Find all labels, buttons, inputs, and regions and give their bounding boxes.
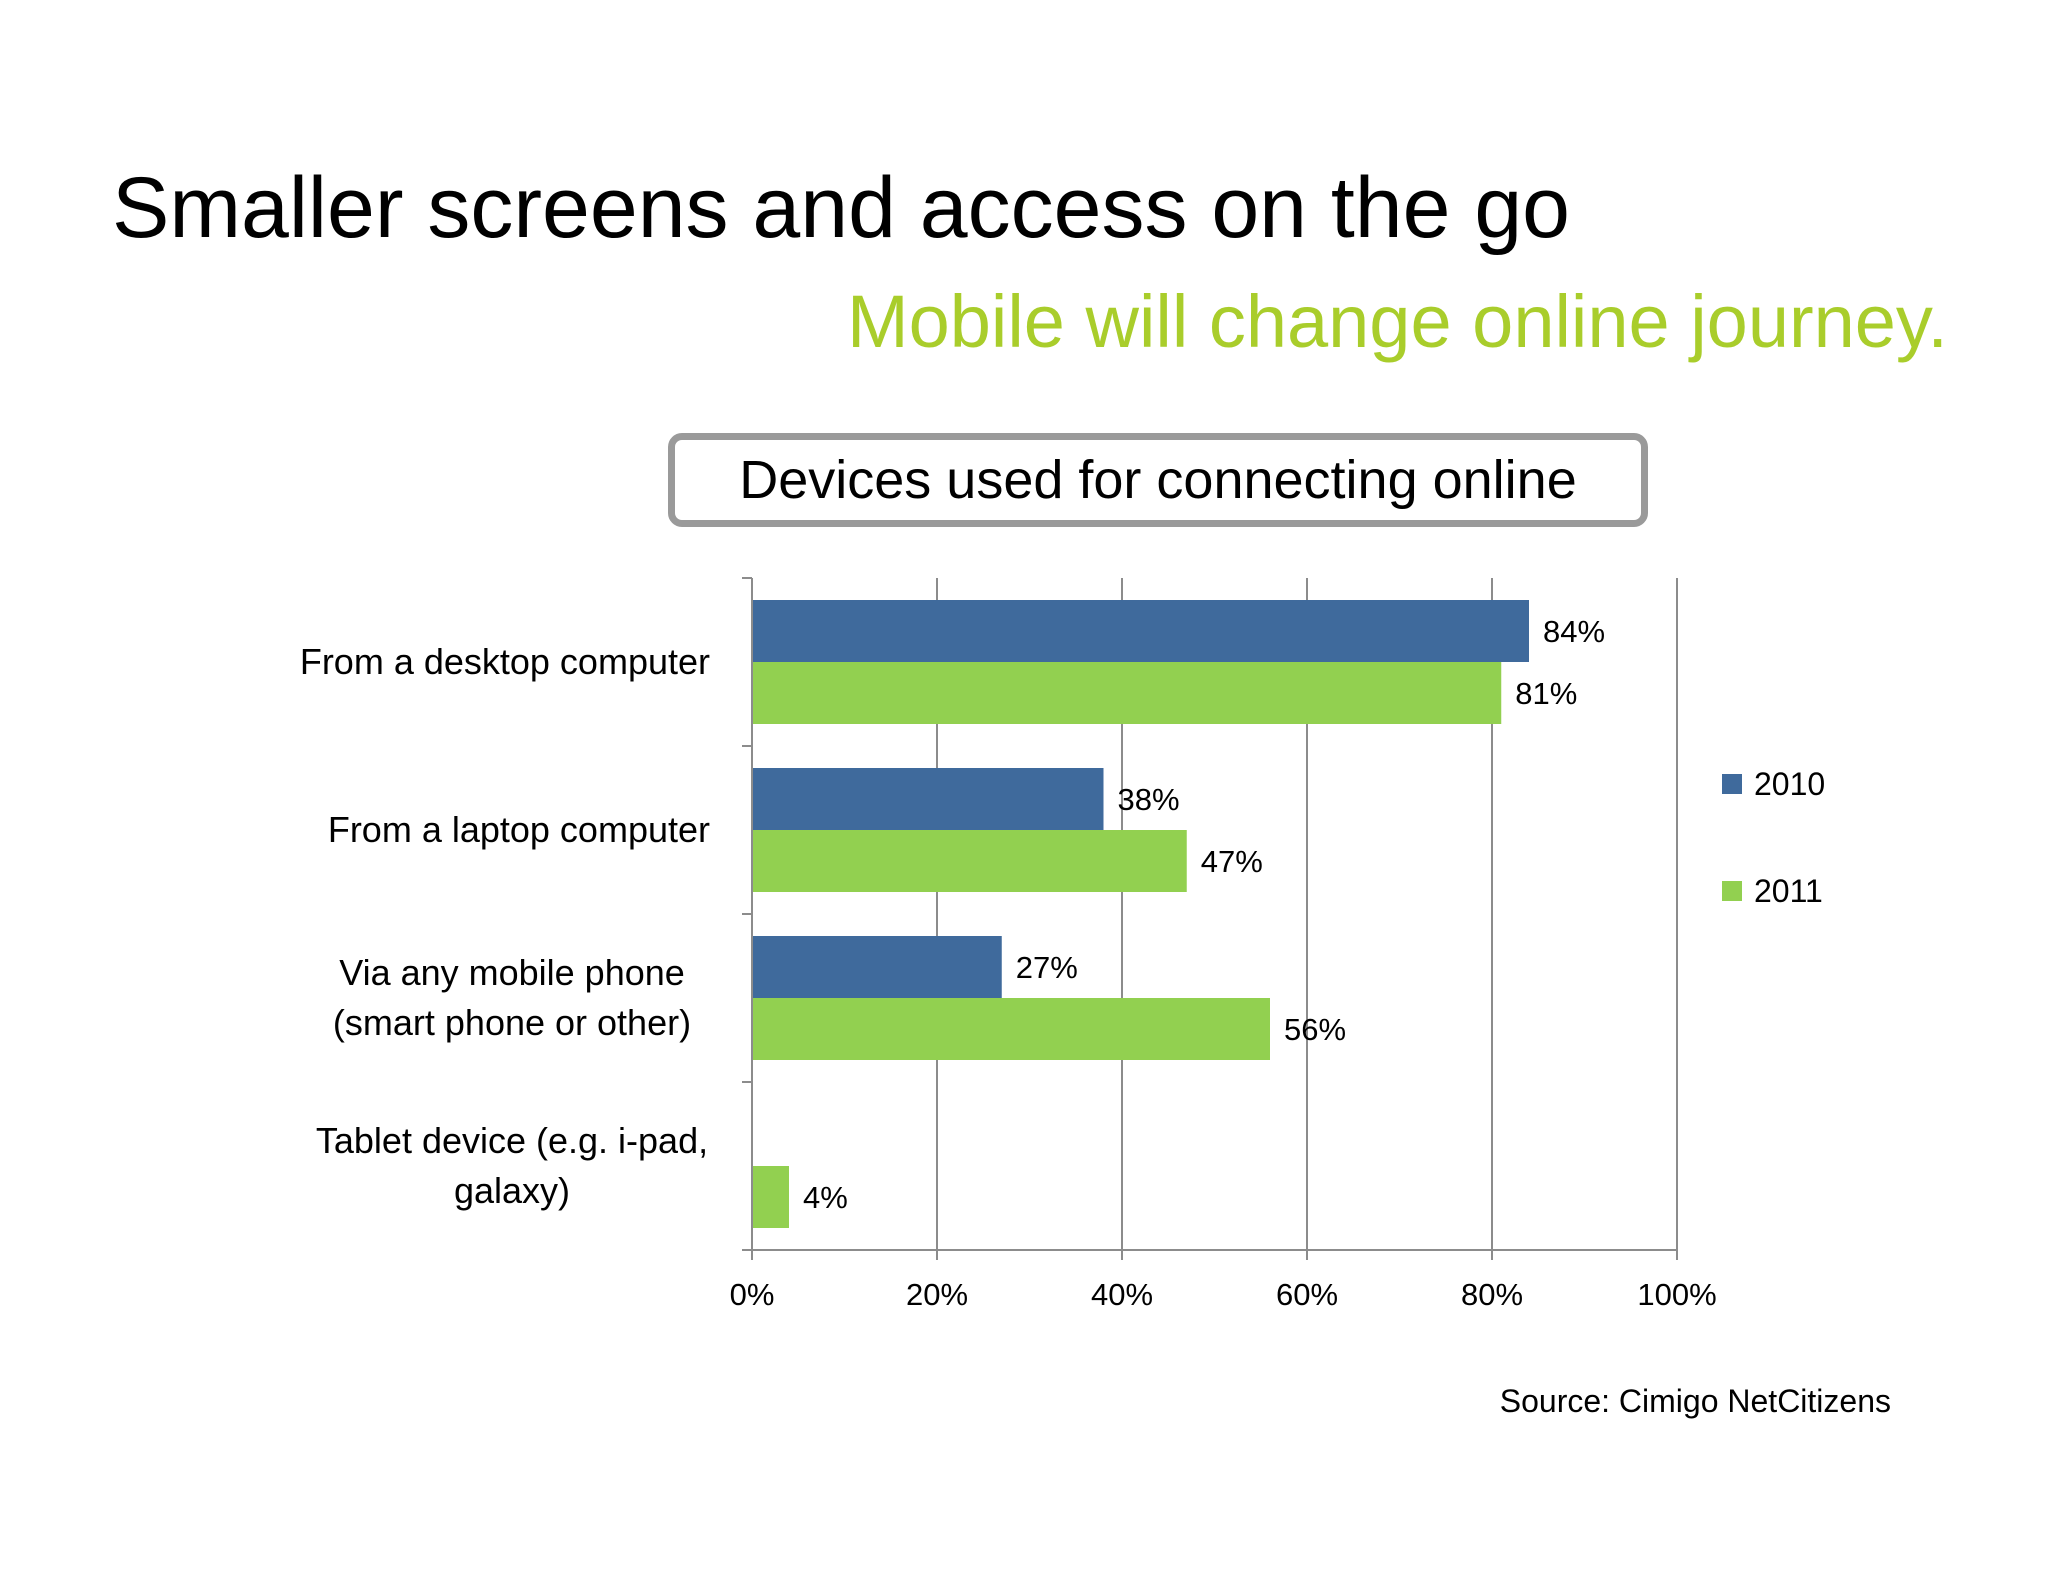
data-label-2010-2: 27% — [1016, 950, 1078, 985]
bar-2011-2 — [752, 998, 1270, 1060]
x-tick-label: 0% — [730, 1277, 775, 1312]
bar-2010-1 — [752, 768, 1104, 830]
bar-2010-2 — [752, 936, 1002, 998]
data-labels: 84% 81% 38% 47% 27% 56% 4% — [803, 614, 1605, 1215]
data-label-2011-1: 47% — [1201, 844, 1263, 879]
category-label: From a laptop computer — [328, 809, 710, 850]
x-tick-label: 20% — [906, 1277, 968, 1312]
bar-2010-0 — [752, 600, 1529, 662]
bars — [752, 600, 1529, 1228]
data-label-2011-0: 81% — [1515, 676, 1577, 711]
source-note: Source: Cimigo NetCitizens — [1499, 1383, 1891, 1419]
x-tick-label: 60% — [1276, 1277, 1338, 1312]
legend-label-2011: 2011 — [1754, 873, 1823, 909]
legend-swatch-2010 — [1722, 774, 1742, 794]
category-label: From a desktop computer — [300, 641, 710, 682]
slide-subtitle: Mobile will change online journey. — [846, 280, 1948, 363]
data-label-2011-3: 4% — [803, 1180, 848, 1215]
axes: 0% 20% 40% 60% 80% 100% From a desktop compute… — [300, 577, 1717, 1312]
legend-swatch-2011 — [1722, 881, 1742, 901]
legend-label-2010: 2010 — [1754, 766, 1825, 802]
legend: 2010 2011 — [1722, 766, 1825, 909]
data-label-2010-0: 84% — [1543, 614, 1605, 649]
slide-title: Smaller screens and access on the go — [112, 160, 1571, 256]
x-tick-label: 80% — [1461, 1277, 1523, 1312]
bar-2011-3 — [752, 1166, 789, 1228]
x-tick-label: 100% — [1637, 1277, 1716, 1312]
bar-2011-0 — [752, 662, 1502, 724]
x-tick-label: 40% — [1091, 1277, 1153, 1312]
category-label: Tablet device (e.g. i-pad, — [316, 1120, 708, 1161]
category-label: Via any mobile phone — [339, 952, 685, 993]
data-label-2010-1: 38% — [1118, 782, 1180, 817]
data-label-2011-2: 56% — [1284, 1012, 1346, 1047]
category-label: galaxy) — [454, 1170, 570, 1211]
bar-2011-1 — [752, 830, 1187, 892]
chart-title: Devices used for connecting online — [668, 433, 1648, 527]
category-label: (smart phone or other) — [333, 1002, 691, 1043]
